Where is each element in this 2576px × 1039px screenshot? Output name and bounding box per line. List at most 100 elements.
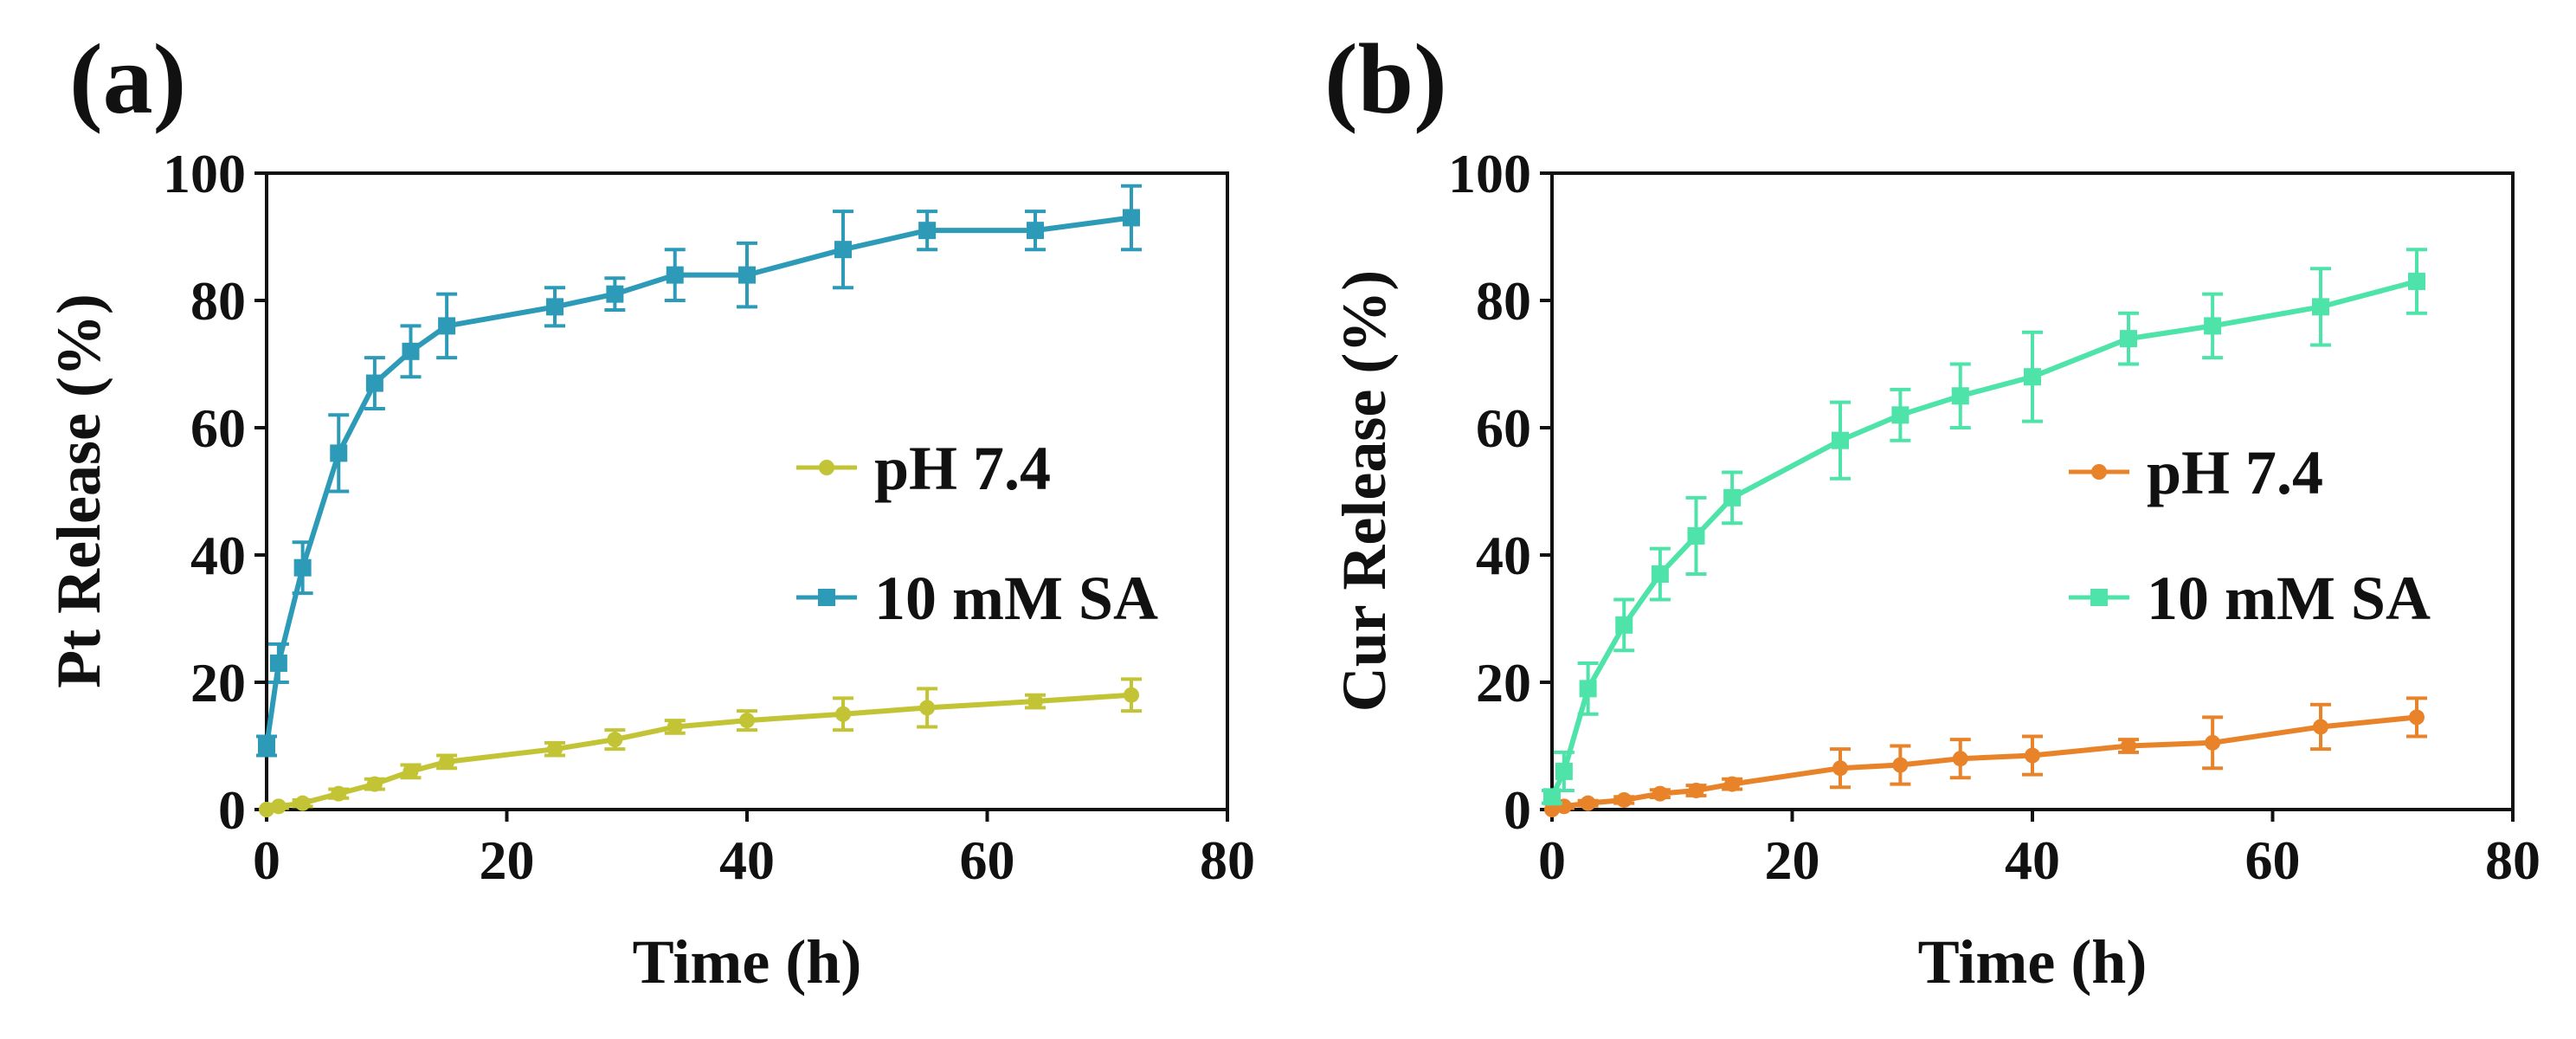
data-point — [365, 374, 383, 392]
x-tick-label: 80 — [2485, 829, 2541, 891]
panel-label-a: (a) — [69, 24, 186, 135]
y-tick-label: 60 — [190, 397, 246, 459]
y-tick-label: 20 — [1476, 652, 1531, 713]
series-0 — [259, 677, 1142, 817]
legend-marker-a-1 — [818, 589, 835, 606]
data-point — [919, 700, 936, 716]
data-point — [1688, 782, 1704, 798]
data-point — [2204, 317, 2222, 335]
data-point — [1952, 751, 1968, 767]
series-1 — [256, 184, 1142, 758]
legend-marker-a-0 — [819, 460, 834, 475]
y-axis-title-b: Cur Release (%) — [1330, 270, 1399, 713]
x-axis-title-a: Time (h) — [633, 927, 862, 997]
legend-label-b-1: 10 mM SA — [2147, 564, 2431, 633]
data-point — [293, 558, 312, 577]
data-point — [330, 444, 348, 462]
legend-label-a-1: 10 mM SA — [874, 564, 1158, 633]
data-point — [2121, 738, 2136, 754]
data-point — [2312, 298, 2329, 316]
data-point — [1724, 776, 1741, 792]
series-1 — [1542, 248, 2427, 806]
plot-frame-b — [1550, 171, 2515, 811]
x-tick-label: 0 — [253, 829, 280, 891]
data-point — [666, 266, 684, 284]
data-point — [546, 298, 564, 316]
data-point — [2120, 330, 2137, 348]
data-point — [1723, 488, 1742, 507]
data-point — [607, 732, 623, 748]
data-point — [1832, 431, 1849, 449]
x-tick-label: 40 — [719, 829, 775, 891]
data-point — [2025, 747, 2040, 764]
legend-b: pH 7.4 10 mM SA — [2069, 438, 2431, 633]
chart-panel-b: (b) 0 20 40 60 80 0 20 40 60 80 100 Time (h) Cur R… — [1324, 24, 2541, 997]
y-tick-label: 40 — [190, 525, 246, 586]
panel-label-b: (b) — [1324, 24, 1447, 135]
data-point — [1615, 616, 1633, 634]
legend-a: pH 7.4 10 mM SA — [796, 434, 1158, 633]
data-point — [547, 741, 563, 758]
data-point — [402, 342, 420, 360]
series-line — [1551, 714, 2418, 812]
series-line — [1549, 279, 2418, 798]
data-point — [1123, 209, 1140, 227]
data-point — [1543, 788, 1561, 806]
plot-series-a — [256, 184, 1142, 817]
x-tick-label: 20 — [1765, 829, 1820, 891]
data-point — [1687, 526, 1705, 545]
data-point — [1555, 762, 1573, 780]
data-point — [606, 285, 624, 303]
axis-ticks-a: 0 20 40 60 80 0 20 40 60 80 100 — [163, 143, 1255, 891]
data-point — [2205, 734, 2221, 751]
data-point — [1892, 757, 1909, 773]
data-point — [835, 706, 851, 722]
data-point — [269, 654, 287, 672]
y-tick-label: 60 — [1476, 397, 1531, 459]
data-point — [270, 798, 287, 815]
data-point — [366, 776, 383, 792]
data-point — [667, 719, 683, 735]
data-point — [738, 266, 756, 284]
data-point — [402, 763, 419, 779]
legend-marker-b-1 — [2090, 589, 2108, 606]
data-point — [1124, 687, 1139, 703]
y-axis-title-a: Pt Release (%) — [44, 294, 113, 688]
data-point — [918, 222, 937, 240]
x-axis-title-b: Time (h) — [1918, 927, 2148, 997]
data-point — [2024, 368, 2041, 386]
axis-ticks-b: 0 20 40 60 80 0 20 40 60 80 100 — [1448, 143, 2541, 891]
x-tick-label: 60 — [2245, 829, 2301, 891]
legend-marker-b-0 — [2091, 464, 2107, 480]
data-point — [1651, 565, 1669, 584]
data-point — [1579, 680, 1597, 698]
plot-series-b — [1542, 248, 2427, 817]
data-point — [1027, 222, 1044, 240]
data-point — [834, 241, 852, 259]
x-tick-label: 80 — [1200, 829, 1255, 891]
data-point — [1891, 406, 1909, 424]
data-point — [2409, 709, 2425, 726]
data-point — [1652, 785, 1668, 802]
data-point — [438, 317, 456, 335]
data-point — [258, 737, 275, 755]
y-tick-label: 80 — [190, 270, 246, 332]
data-point — [2408, 272, 2425, 290]
x-tick-label: 0 — [1538, 829, 1566, 891]
series-line — [266, 692, 1132, 812]
x-tick-label: 20 — [480, 829, 535, 891]
data-point — [1027, 694, 1043, 710]
data-point — [439, 753, 455, 770]
y-tick-label: 0 — [218, 779, 246, 841]
data-point — [1832, 760, 1848, 777]
x-tick-label: 60 — [960, 829, 1015, 891]
data-point — [1616, 791, 1633, 808]
data-point — [739, 713, 755, 729]
data-point — [294, 795, 311, 811]
data-point — [331, 785, 347, 802]
x-tick-label: 40 — [2005, 829, 2060, 891]
y-tick-label: 40 — [1476, 525, 1531, 586]
y-tick-label: 20 — [190, 652, 246, 713]
legend-label-b-0: pH 7.4 — [2147, 438, 2323, 507]
